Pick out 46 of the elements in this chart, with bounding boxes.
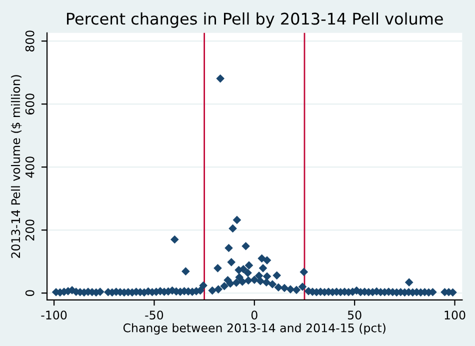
point	[232, 216, 242, 224]
point	[262, 272, 272, 281]
y-tick-label: 600	[25, 94, 34, 114]
point	[258, 254, 266, 263]
point	[214, 264, 222, 272]
point	[268, 280, 277, 288]
point	[224, 244, 233, 252]
y-tick-label: 800	[25, 30, 34, 52]
point	[238, 278, 247, 286]
y-axis-title: 2013-14 Pell volume ($ million)	[10, 75, 22, 258]
point	[280, 284, 289, 292]
point	[228, 224, 237, 233]
y-tick-label: 0	[25, 290, 34, 296]
point	[298, 282, 307, 291]
point	[274, 283, 283, 292]
x-tick-label: -50	[145, 310, 164, 320]
point	[272, 271, 282, 280]
point	[199, 281, 208, 290]
point	[182, 267, 190, 276]
point	[244, 276, 253, 285]
point	[256, 276, 265, 286]
point	[300, 268, 308, 276]
point	[258, 264, 268, 272]
x-tick-label: -100	[41, 310, 67, 320]
point	[208, 286, 216, 295]
point	[242, 242, 250, 250]
point	[216, 74, 225, 83]
chart-title: Percent changes in Pell by 2013-14 Pell volume	[67, 12, 443, 28]
point	[404, 278, 414, 287]
y-tick-label: 400	[25, 156, 34, 178]
x-tick-label: 0	[251, 310, 258, 320]
point	[244, 268, 252, 278]
point	[244, 261, 254, 270]
y-tick-label: 200	[25, 220, 34, 240]
point	[227, 258, 236, 266]
point	[170, 235, 179, 244]
x-tick-label: 50	[348, 310, 362, 320]
point	[262, 256, 272, 264]
point	[250, 276, 259, 284]
x-tick-label: 100	[444, 310, 466, 320]
point	[214, 285, 222, 294]
point	[220, 282, 229, 290]
point	[262, 278, 271, 287]
point	[232, 278, 241, 287]
x-axis-title: Change between 2013-14 and 2014-15 (pct)	[123, 323, 386, 335]
point	[292, 286, 301, 294]
